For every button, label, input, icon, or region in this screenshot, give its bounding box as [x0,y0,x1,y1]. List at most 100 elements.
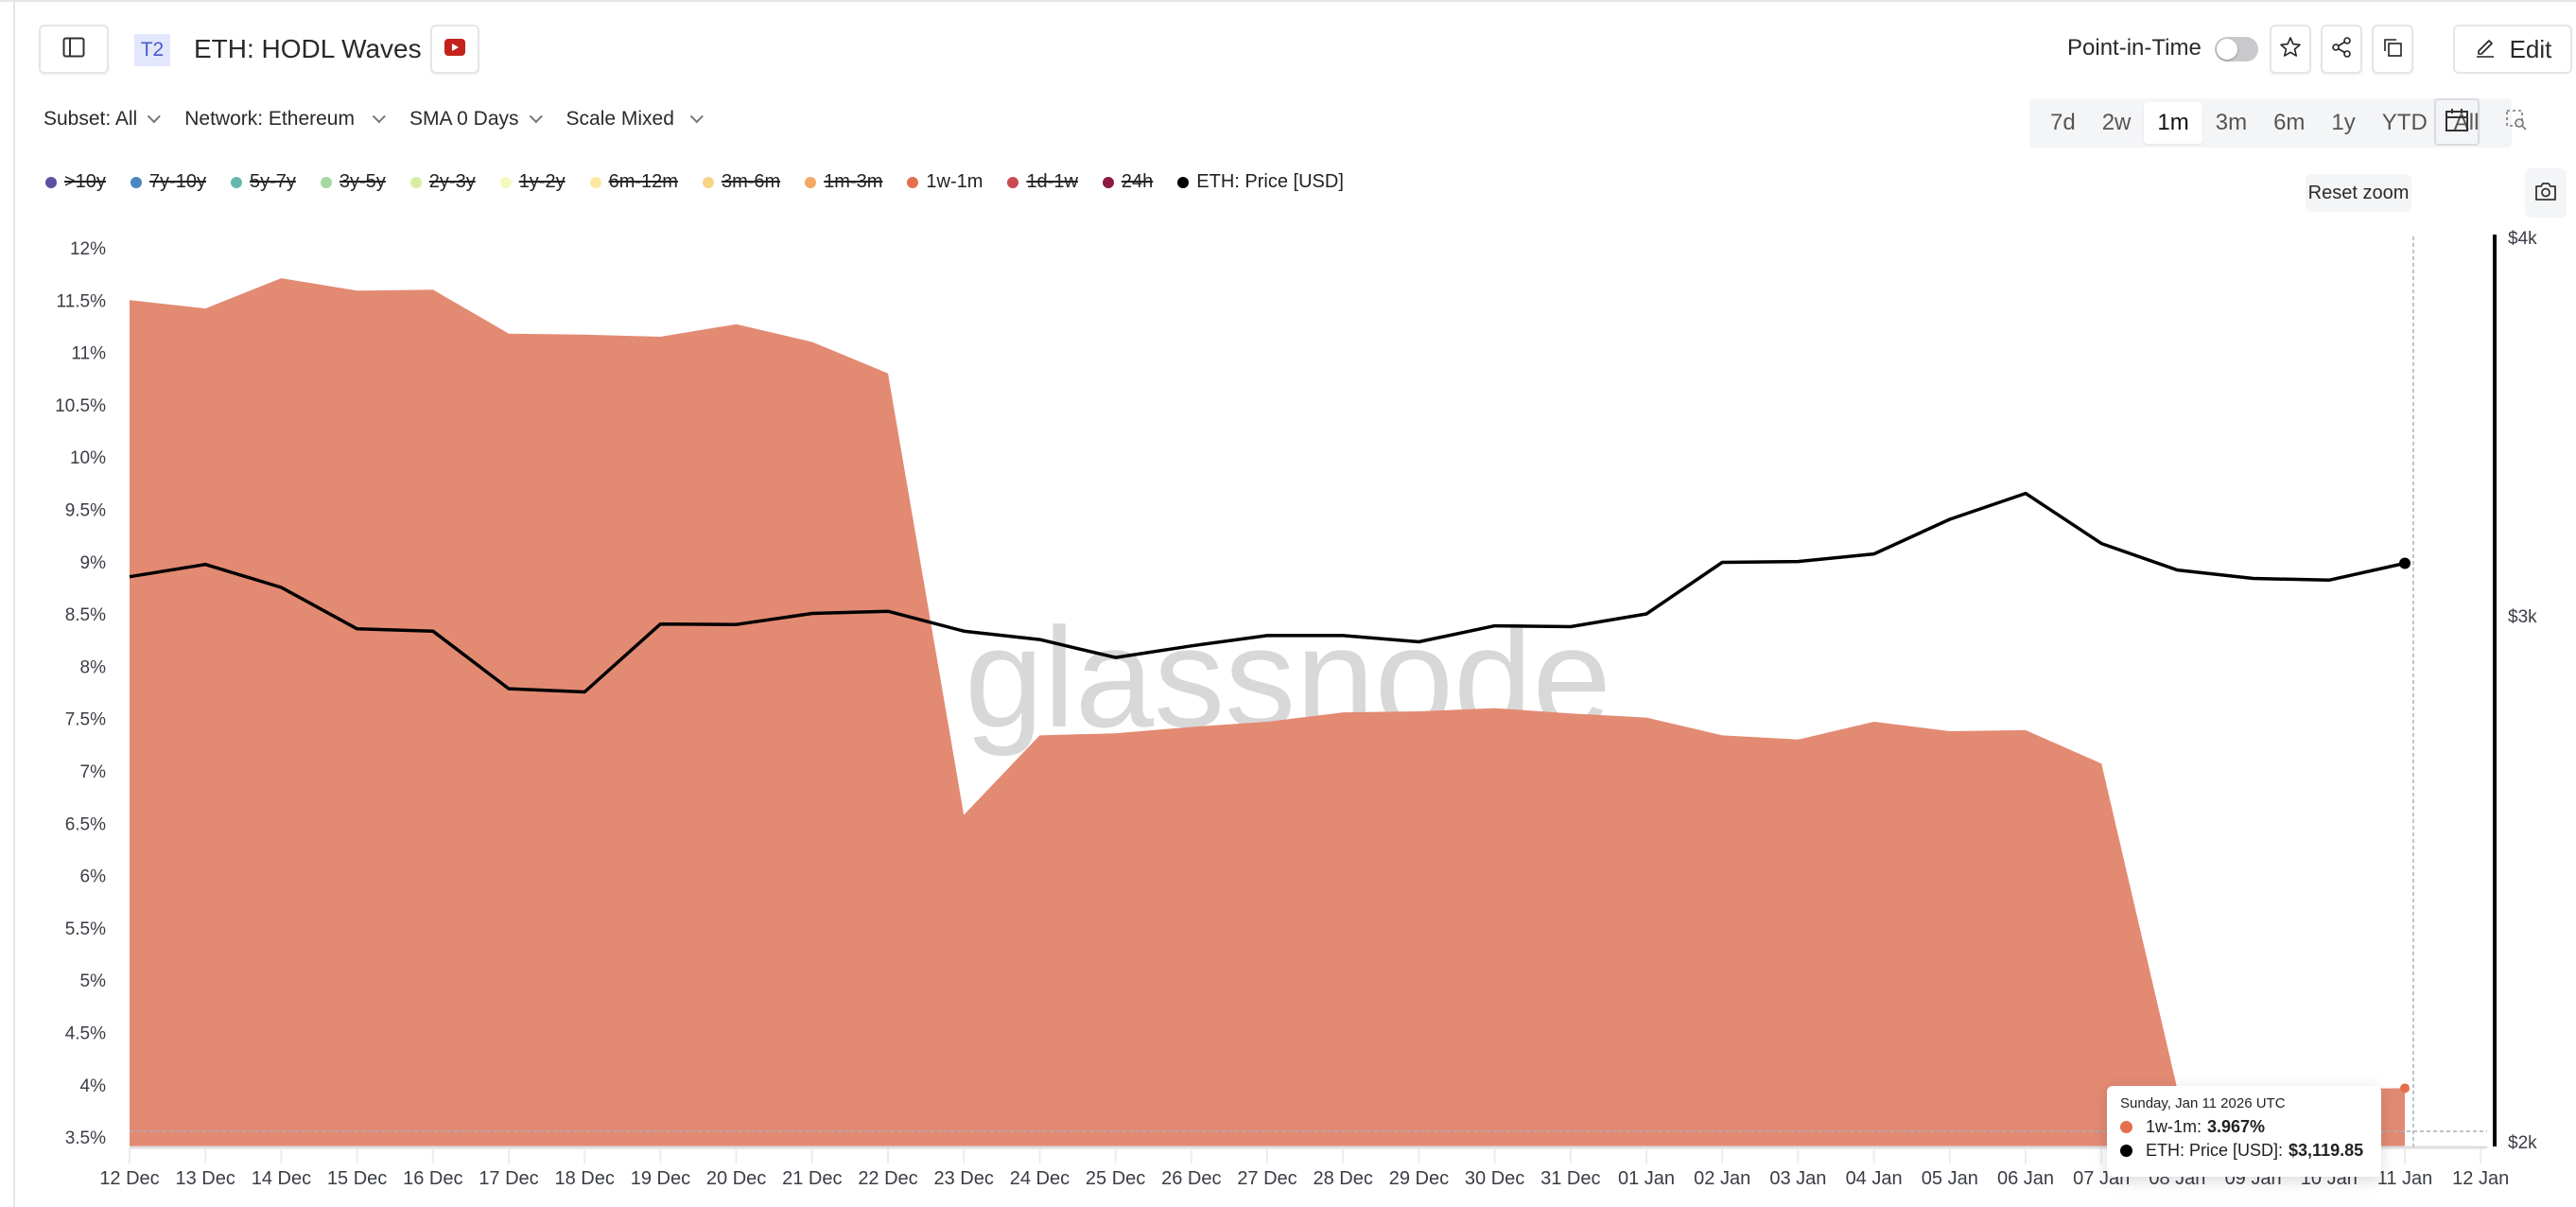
page-title: ETH: HODL Waves [194,34,422,63]
y-tick-label: 5% [80,971,107,991]
toggle-knob [2217,39,2237,60]
legend-dot-icon [1007,176,1019,188]
x-tick-label: 02 Jan [1694,1168,1750,1189]
legend-item[interactable]: 1m-3m [805,171,882,193]
range-1y[interactable]: 1y [2331,110,2356,135]
series-dot-icon [2120,1145,2132,1157]
range-selector: 7d 2w 1m 3m 6m 1y YTD All [2029,98,2528,148]
x-tick-label: 29 Dec [1389,1168,1449,1189]
edit-label: Edit [2509,34,2552,63]
share-button[interactable] [2321,25,2362,74]
legend-label: 7y-10y [148,171,206,192]
legend-label: 1w-1m [926,171,983,192]
range-6m[interactable]: 6m [2273,110,2306,135]
legend-item[interactable]: ETH: Price [USD] [1177,171,1344,193]
x-tick-label: 27 Dec [1237,1168,1297,1189]
legend-item[interactable]: 1y-2y [499,171,566,193]
x-tick-label: 25 Dec [1086,1168,1145,1189]
range-2w[interactable]: 2w [2101,110,2132,135]
sidebar-toggle-button[interactable] [39,25,109,74]
left-border [13,0,15,1207]
price-tick-label: $4k [2508,229,2537,249]
tooltip-row-price: ETH: Price [USD]: $3,119.85 [2120,1141,2368,1161]
x-tick-label: 14 Dec [252,1168,311,1189]
legend-dot-icon [230,176,242,188]
subset-dropdown[interactable]: Subset: All [44,108,162,131]
x-tick-label: 11 Jan [2377,1168,2433,1189]
legend-dot-icon [499,176,512,188]
y-tick-label: 7% [80,762,107,782]
scale-dropdown[interactable]: Scale Mixed [566,108,704,131]
scale-label: Scale Mixed [566,108,674,130]
x-tick-label: 12 Dec [99,1168,159,1189]
x-tick-label: 31 Dec [1540,1168,1600,1189]
legend-label: 3m-6m [721,171,781,192]
range-3m[interactable]: 3m [2215,110,2248,135]
calendar-button[interactable] [2434,98,2480,146]
point-in-time-toggle[interactable] [2215,37,2258,61]
legend-dot-icon [805,176,817,188]
youtube-icon [444,38,465,61]
y-tick-label: 9.5% [65,501,106,521]
legend-item[interactable]: 24h [1102,171,1153,193]
legend-item[interactable]: 3y-5y [320,171,386,193]
pencil-icon [2474,35,2497,64]
zoom-select-button[interactable] [2492,102,2541,144]
point-in-time-label: Point-in-Time [2067,35,2202,61]
legend-dot-icon [589,176,601,188]
tooltip-row-1w-1m: 1w-1m: 3.967% [2120,1117,2368,1137]
y-tick-label: 6.5% [65,814,106,834]
range-7d[interactable]: 7d [2050,110,2076,135]
legend-dot-icon [320,176,332,188]
x-tick-label: 21 Dec [782,1168,842,1189]
y-tick-label: 12% [70,239,106,259]
x-tick-label: 01 Jan [1618,1168,1675,1189]
legend-label: 1y-2y [518,171,566,192]
legend-item[interactable]: 3m-6m [702,171,781,193]
subset-label: Subset: All [44,108,138,130]
tooltip-date: Sunday, Jan 11 2026 UTC [2120,1095,2286,1111]
sidebar-toggle-icon [62,37,85,62]
star-icon [2279,36,2302,63]
legend-dot-icon [130,176,142,188]
copy-button[interactable] [2372,25,2413,74]
zoom-select-icon [2505,109,2528,138]
range-ytd[interactable]: YTD [2381,110,2428,135]
legend-dot-icon [1102,176,1114,188]
legend-item[interactable]: 1w-1m [907,171,983,193]
legend-item[interactable]: 7y-10y [130,171,206,193]
legend-label: 3y-5y [339,171,386,192]
legend-label: >10y [64,171,106,192]
legend-item[interactable]: 6m-12m [589,171,678,193]
y-tick-label: 3.5% [65,1128,106,1148]
screenshot-button[interactable] [2525,168,2567,218]
legend-item[interactable]: 5y-7y [230,171,296,193]
top-border [0,0,2576,2]
tooltip-series-label: 1w-1m: [2146,1117,2202,1136]
x-tick-label: 12 Jan [2452,1168,2509,1189]
area-1w-1m[interactable] [130,278,2405,1147]
legend-item[interactable]: >10y [45,171,106,193]
reset-zoom-button[interactable]: Reset zoom [2306,174,2411,212]
sma-dropdown[interactable]: SMA 0 Days [409,108,543,131]
edit-button[interactable]: Edit [2453,25,2572,74]
price-line[interactable] [129,491,2406,694]
y-tick-label: 9% [80,553,107,573]
range-1m[interactable]: 1m [2144,102,2202,144]
y-tick-label: 11% [71,344,106,364]
x-tick-label: 18 Dec [555,1168,615,1189]
network-label: Network: Ethereum [184,108,355,130]
y-tick-label: 10% [70,448,106,468]
favorite-button[interactable] [2270,25,2311,74]
legend-item[interactable]: 2y-3y [409,171,476,193]
legend-label: 1d-1w [1026,171,1078,192]
network-dropdown[interactable]: Network: Ethereum [184,108,386,131]
y-tick-label: 4% [80,1076,107,1096]
x-tick-label: 30 Dec [1465,1168,1524,1189]
legend-label: 5y-7y [249,171,296,192]
y-tick-label: 10.5% [55,396,106,416]
legend-item[interactable]: 1d-1w [1007,171,1078,193]
video-button[interactable] [430,25,479,74]
price-tick-label: $2k [2508,1133,2537,1153]
